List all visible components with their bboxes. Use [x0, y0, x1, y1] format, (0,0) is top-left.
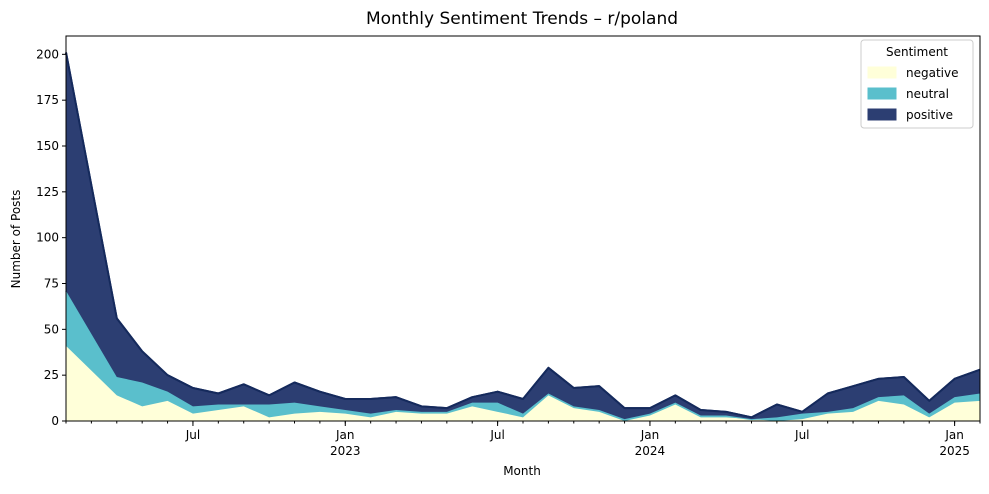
y-tick-label: 0: [51, 414, 59, 428]
y-tick-label: 150: [36, 139, 59, 153]
x-axis-label: Month: [503, 464, 541, 478]
y-tick-label: 175: [36, 93, 59, 107]
axes: 0 25 50 75 100 125 150 175 200 Jul Jan 2023 Jul Jan 20…: [36, 35, 981, 458]
legend-label-positive: positive: [906, 108, 953, 122]
outline-total: [65, 52, 981, 419]
legend-swatch-negative: [867, 66, 897, 79]
legend-box: [860, 39, 974, 129]
legend: Sentiment negative neutral positive: [860, 39, 974, 129]
y-tick-label: 75: [44, 277, 59, 291]
y-tick-label: 25: [44, 368, 59, 382]
x-tick-year-label: 2024: [635, 444, 666, 458]
legend-label-negative: negative: [906, 66, 958, 80]
x-tick-label: Jan: [335, 428, 355, 442]
line-positive: [65, 52, 981, 419]
y-tick-label: 50: [44, 322, 59, 336]
plot-area: [65, 52, 981, 422]
x-tick-label: Jan: [640, 428, 660, 442]
x-tick-label: Jul: [489, 428, 504, 442]
x-tick-label: Jul: [185, 428, 200, 442]
legend-swatch-neutral: [867, 87, 897, 100]
x-tick-label: Jul: [794, 428, 809, 442]
legend-label-neutral: neutral: [906, 87, 949, 101]
x-tick-year-label: 2023: [330, 444, 361, 458]
x-tick-year-label: 2025: [939, 444, 970, 458]
y-tick-label: 200: [36, 47, 59, 61]
area-negative: [66, 345, 980, 421]
y-tick-label: 100: [36, 231, 59, 245]
legend-swatch-positive: [867, 108, 897, 121]
plot-frame: [65, 35, 981, 422]
y-axis-label: Number of Posts: [9, 190, 23, 289]
x-tick-label: Jan: [944, 428, 964, 442]
area-positive: [66, 52, 980, 420]
legend-title: Sentiment: [886, 45, 948, 59]
chart-title: Monthly Sentiment Trends – r/poland: [366, 9, 678, 29]
y-tick-label: 125: [36, 185, 59, 199]
